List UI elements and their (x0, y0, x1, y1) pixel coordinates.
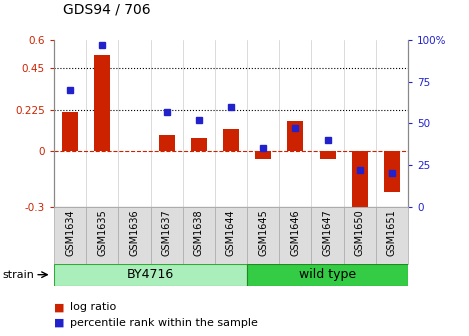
Text: BY4716: BY4716 (127, 268, 174, 281)
Text: GSM1651: GSM1651 (387, 210, 397, 256)
Bar (247, 264, 408, 286)
Text: GDS94 / 706: GDS94 / 706 (63, 3, 151, 17)
Bar (255, 151, 271, 159)
Bar (62, 113, 78, 151)
Bar (118, 207, 151, 264)
Text: log ratio: log ratio (70, 302, 117, 312)
Bar (287, 121, 303, 151)
Bar (86, 207, 118, 264)
Text: GSM1645: GSM1645 (258, 210, 268, 256)
Bar (159, 135, 174, 151)
Bar (215, 207, 247, 264)
Bar (344, 207, 376, 264)
Bar (376, 207, 408, 264)
Text: ■: ■ (54, 318, 64, 328)
Text: GSM1638: GSM1638 (194, 210, 204, 256)
Bar (279, 207, 311, 264)
Bar (94, 55, 110, 151)
Text: wild type: wild type (299, 268, 356, 281)
Bar (319, 151, 336, 159)
Bar (183, 207, 215, 264)
Text: GSM1647: GSM1647 (323, 210, 333, 256)
Text: GSM1635: GSM1635 (97, 210, 107, 256)
Text: GSM1650: GSM1650 (355, 210, 365, 256)
Text: ■: ■ (54, 302, 64, 312)
Text: strain: strain (2, 270, 34, 280)
Text: GSM1644: GSM1644 (226, 210, 236, 256)
Bar (247, 207, 279, 264)
Bar (384, 151, 400, 192)
Bar (54, 207, 86, 264)
Text: GSM1634: GSM1634 (65, 210, 75, 256)
Bar (311, 207, 344, 264)
Bar (191, 138, 207, 151)
Text: percentile rank within the sample: percentile rank within the sample (70, 318, 258, 328)
Text: GSM1637: GSM1637 (162, 210, 172, 256)
Bar (151, 207, 183, 264)
Bar (54, 264, 247, 286)
Bar (352, 151, 368, 221)
Bar (223, 129, 239, 151)
Text: GSM1646: GSM1646 (290, 210, 300, 256)
Text: GSM1636: GSM1636 (129, 210, 139, 256)
